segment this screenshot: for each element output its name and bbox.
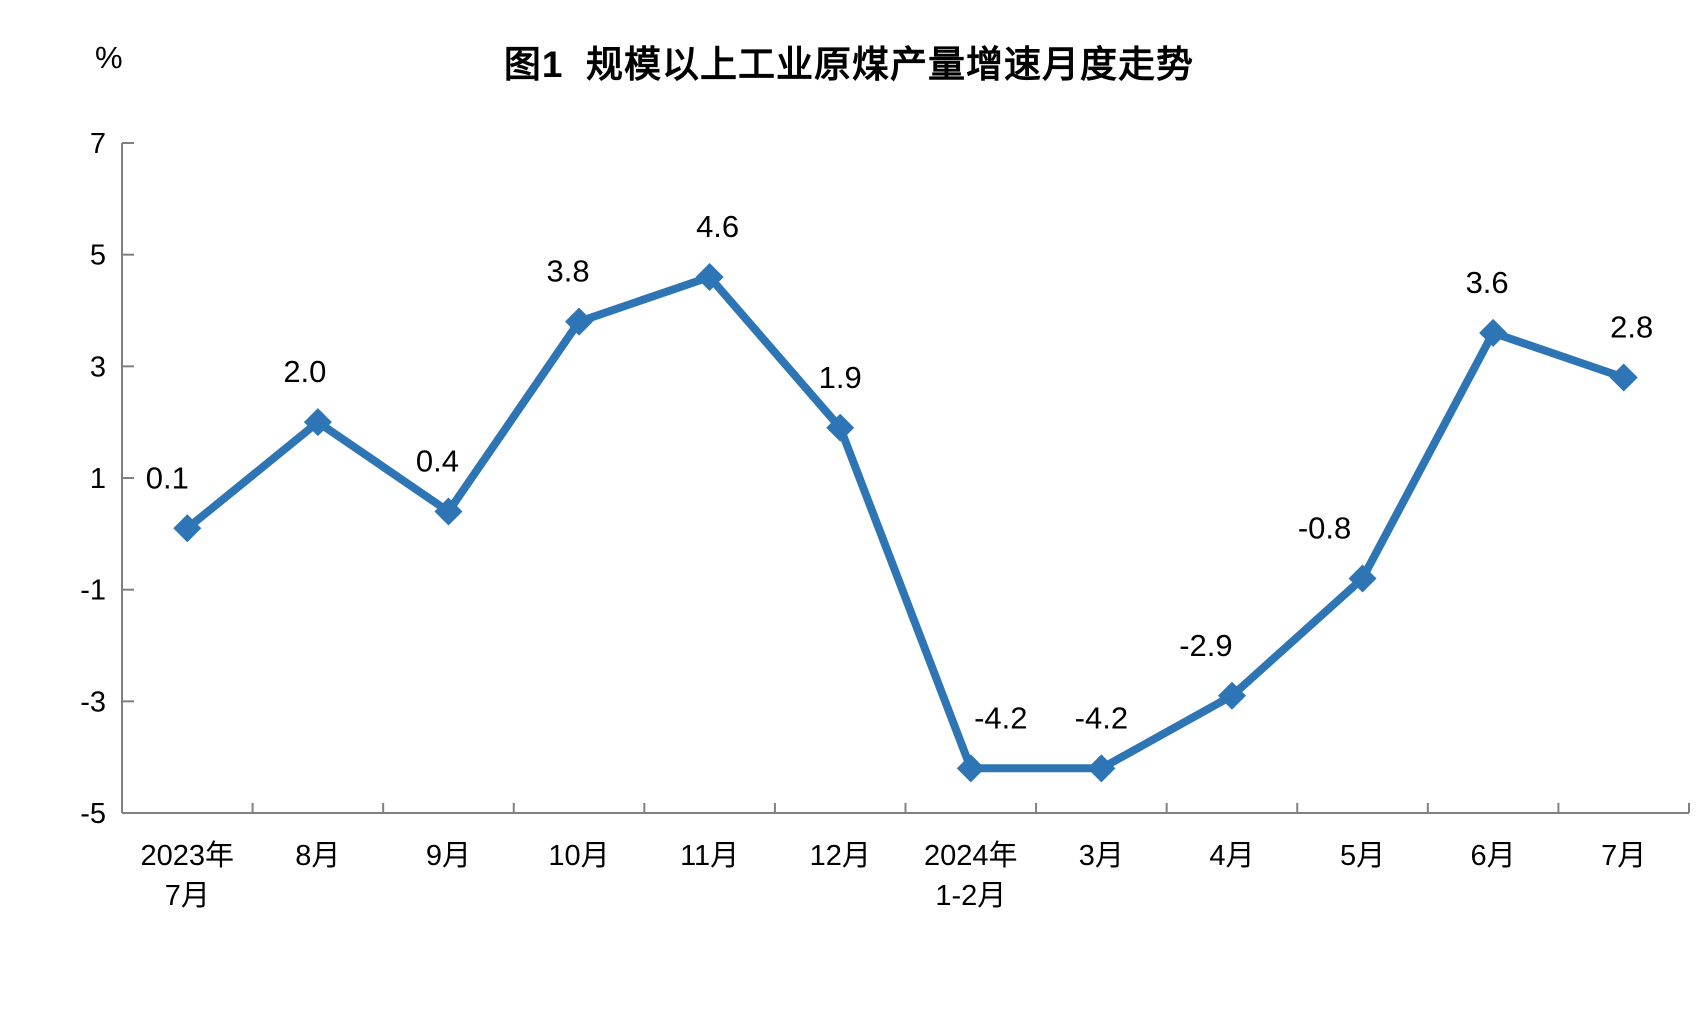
data-label: 0.4 <box>416 444 459 479</box>
data-label: -2.9 <box>1179 628 1232 663</box>
data-point-marker <box>826 413 855 442</box>
y-tick-label: -1 <box>80 575 106 607</box>
data-label: 4.6 <box>696 209 739 244</box>
x-tick-label: 2024年 <box>924 839 1018 872</box>
y-tick-label: 7 <box>90 128 106 160</box>
data-point-marker <box>1217 681 1246 710</box>
x-tick-label: 7月 <box>1601 840 1646 872</box>
data-line <box>183 273 1628 773</box>
x-tick-label: 10月 <box>548 840 609 872</box>
data-label: 0.1 <box>146 460 189 495</box>
data-point-marker <box>1479 318 1508 347</box>
data-label: 3.8 <box>546 254 589 289</box>
y-axis-unit-label: % <box>95 40 123 75</box>
data-label: 1.9 <box>819 360 862 395</box>
data-label: 3.6 <box>1466 265 1509 300</box>
data-point-marker <box>1609 363 1638 392</box>
data-label: -0.8 <box>1298 511 1351 546</box>
chart-title: 图1 规模以上工业原煤产量增速月度走势 <box>503 44 1195 85</box>
x-tick-label: 7月 <box>165 880 210 912</box>
x-tick-label: 3月 <box>1079 840 1124 872</box>
x-tick-label: 9月 <box>426 840 471 872</box>
x-tick-label: 8月 <box>295 840 340 872</box>
data-point-marker <box>695 263 724 291</box>
data-point-marker <box>303 408 332 437</box>
data-label: 2.8 <box>1610 310 1653 345</box>
y-tick-label: -5 <box>80 798 106 830</box>
data-point-marker <box>1348 564 1377 593</box>
data-label: -4.2 <box>1075 700 1128 735</box>
data-point-marker <box>565 307 594 336</box>
y-tick-label: 1 <box>90 463 106 495</box>
x-tick-label: 5月 <box>1340 840 1385 872</box>
data-point-marker <box>956 754 985 783</box>
x-tick-label: 1-2月 <box>935 880 1006 912</box>
x-tick-label: 6月 <box>1471 840 1516 872</box>
data-point-marker <box>173 514 202 543</box>
x-tick-label: 12月 <box>810 840 871 872</box>
y-tick-label: 3 <box>90 351 106 383</box>
y-tick-label: 5 <box>90 240 106 272</box>
data-point-marker <box>1087 754 1116 783</box>
x-tick-label: 11月 <box>680 840 739 872</box>
x-tick-label: 2023年 <box>141 839 235 872</box>
data-point-marker <box>434 497 463 526</box>
data-label: 2.0 <box>283 354 326 389</box>
x-tick-label: 4月 <box>1209 840 1254 872</box>
data-label: -4.2 <box>974 700 1027 735</box>
y-tick-label: -3 <box>80 686 106 718</box>
